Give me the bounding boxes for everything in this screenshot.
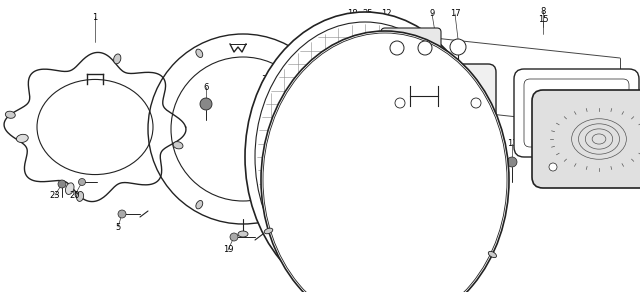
Ellipse shape bbox=[196, 49, 203, 58]
Circle shape bbox=[507, 157, 517, 167]
Text: 12: 12 bbox=[381, 10, 391, 18]
Text: 16: 16 bbox=[582, 107, 593, 117]
Circle shape bbox=[418, 41, 432, 55]
Ellipse shape bbox=[255, 22, 475, 292]
Ellipse shape bbox=[5, 111, 15, 118]
Text: 24: 24 bbox=[443, 95, 453, 105]
Text: 2: 2 bbox=[390, 123, 396, 131]
Ellipse shape bbox=[245, 12, 485, 292]
Text: 6: 6 bbox=[204, 83, 209, 91]
Ellipse shape bbox=[196, 201, 203, 209]
Ellipse shape bbox=[173, 142, 183, 149]
FancyBboxPatch shape bbox=[380, 64, 496, 142]
Circle shape bbox=[390, 41, 404, 55]
Ellipse shape bbox=[442, 67, 446, 69]
Ellipse shape bbox=[355, 19, 359, 25]
Ellipse shape bbox=[77, 192, 84, 201]
Text: 13: 13 bbox=[543, 95, 554, 105]
Circle shape bbox=[471, 98, 481, 108]
Text: 8: 8 bbox=[540, 6, 546, 15]
Text: 18: 18 bbox=[347, 10, 357, 18]
Text: 21: 21 bbox=[623, 140, 633, 149]
Circle shape bbox=[367, 23, 375, 31]
Circle shape bbox=[549, 163, 557, 171]
Circle shape bbox=[230, 233, 238, 241]
Text: 7: 7 bbox=[268, 86, 274, 95]
Ellipse shape bbox=[264, 228, 273, 234]
Text: 14: 14 bbox=[320, 107, 330, 117]
Circle shape bbox=[58, 180, 66, 188]
Ellipse shape bbox=[284, 201, 290, 209]
Circle shape bbox=[450, 39, 466, 55]
Circle shape bbox=[395, 98, 405, 108]
Text: 15: 15 bbox=[538, 15, 548, 25]
Circle shape bbox=[200, 98, 212, 110]
Text: 25: 25 bbox=[363, 10, 373, 18]
Text: 23: 23 bbox=[50, 190, 60, 199]
FancyBboxPatch shape bbox=[381, 28, 441, 68]
Text: 19: 19 bbox=[223, 246, 233, 255]
Text: 9: 9 bbox=[429, 10, 435, 18]
Text: 4: 4 bbox=[292, 93, 298, 102]
Text: 11: 11 bbox=[507, 140, 517, 149]
Text: 3: 3 bbox=[261, 74, 267, 84]
FancyBboxPatch shape bbox=[514, 69, 639, 157]
Text: 22: 22 bbox=[465, 110, 476, 119]
Ellipse shape bbox=[65, 183, 74, 194]
Text: 17: 17 bbox=[450, 10, 460, 18]
Text: 5: 5 bbox=[115, 223, 120, 232]
Circle shape bbox=[79, 178, 86, 185]
FancyBboxPatch shape bbox=[524, 79, 629, 147]
Ellipse shape bbox=[261, 31, 509, 292]
Circle shape bbox=[118, 210, 126, 218]
Ellipse shape bbox=[256, 23, 474, 291]
Ellipse shape bbox=[114, 54, 121, 64]
Text: 1: 1 bbox=[92, 13, 98, 22]
Ellipse shape bbox=[238, 231, 248, 237]
Ellipse shape bbox=[284, 49, 290, 58]
Circle shape bbox=[614, 153, 622, 161]
Text: 10: 10 bbox=[583, 95, 593, 105]
Ellipse shape bbox=[488, 251, 497, 258]
FancyBboxPatch shape bbox=[532, 90, 640, 188]
Text: 20: 20 bbox=[70, 190, 80, 199]
Ellipse shape bbox=[287, 103, 293, 109]
Ellipse shape bbox=[17, 134, 28, 142]
